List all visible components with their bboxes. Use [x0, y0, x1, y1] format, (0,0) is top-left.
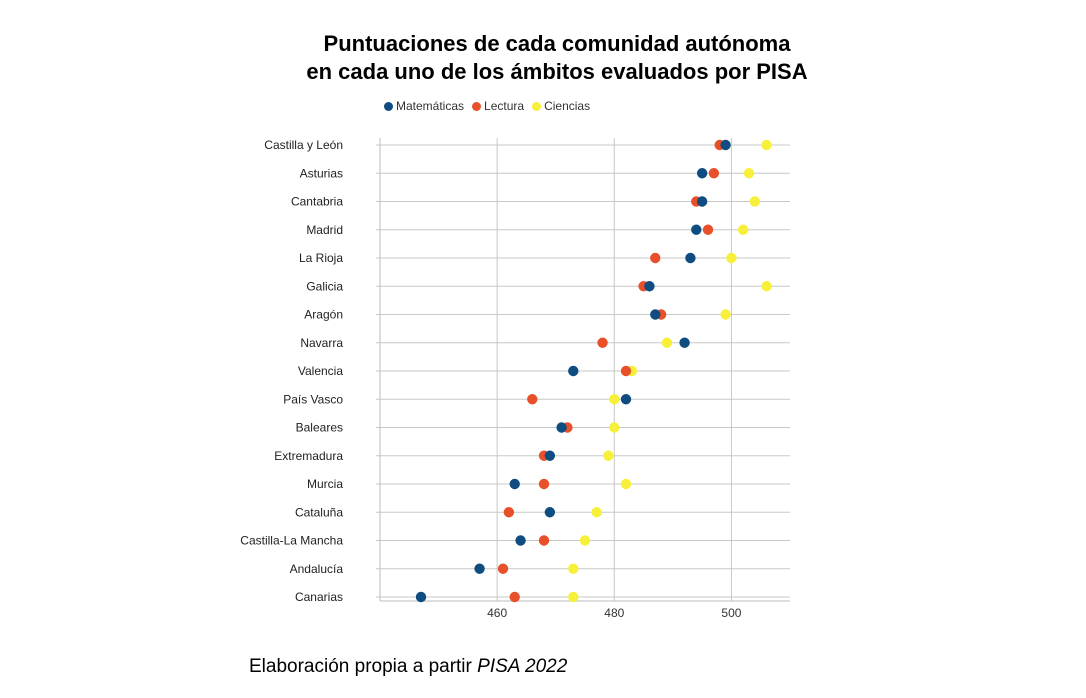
y-tick-label: Castilla y León	[264, 138, 343, 152]
data-point-ciencias	[720, 309, 731, 320]
data-point-ciencias	[568, 563, 579, 574]
data-point-ciencias	[579, 535, 591, 546]
data-point-ciencias	[743, 168, 755, 179]
data-point-ciencias	[761, 281, 772, 292]
data-point-matemáticas	[685, 252, 696, 264]
data-point-matemáticas	[679, 337, 690, 348]
data-point-matemáticas	[509, 478, 520, 490]
chart-title-line-1: Puntuaciones de cada comunidad autónoma	[323, 31, 791, 56]
data-point-matemáticas	[515, 535, 526, 546]
legend-marker	[532, 101, 542, 111]
y-tick-label: Canarias	[295, 590, 343, 604]
legend-label: Ciencias	[544, 99, 591, 113]
y-tick-label: Murcia	[307, 477, 343, 491]
y-tick-label: Castilla-La Mancha	[240, 534, 343, 548]
data-point-lectura	[702, 224, 714, 235]
data-point-lectura	[650, 252, 661, 264]
data-point-lectura	[708, 168, 720, 179]
legend-label: Matemáticas	[396, 99, 465, 113]
data-point-lectura	[497, 563, 509, 574]
data-point-matemáticas	[556, 422, 567, 433]
y-tick-label: Cataluña	[295, 505, 343, 519]
data-point-ciencias	[761, 139, 772, 151]
data-point-matemáticas	[696, 168, 708, 179]
y-tick-label: Baleares	[296, 421, 343, 435]
data-point-lectura	[620, 365, 632, 377]
data-point-lectura	[509, 591, 520, 603]
y-tick-label: País Vasco	[283, 392, 343, 406]
data-point-matemáticas	[720, 139, 731, 151]
data-point-ciencias	[609, 394, 620, 405]
caption-text: Elaboración propia a partir	[249, 656, 478, 677]
legend: Matemáticas Lectura Ciencias	[384, 99, 590, 113]
y-tick-label: Asturias	[300, 166, 343, 180]
data-point-lectura	[597, 337, 608, 348]
data-point-matemáticas	[696, 196, 708, 207]
legend-label: Lectura	[484, 99, 525, 113]
data-point-lectura	[527, 394, 538, 405]
data-point-matemáticas	[650, 309, 661, 320]
y-tick-label: Galicia	[306, 279, 343, 293]
data-point-matemáticas	[620, 394, 632, 405]
data-point-ciencias	[737, 224, 749, 235]
y-tick-label: Madrid	[306, 223, 343, 237]
legend-item-ciencias: Ciencias	[532, 99, 590, 113]
data-point-ciencias	[591, 507, 602, 518]
legend-item-matematicas: Matemáticas	[384, 99, 464, 113]
data-point-matemáticas	[415, 591, 427, 603]
data-point-matemáticas	[544, 507, 556, 518]
data-point-lectura	[503, 507, 515, 518]
data-point-ciencias	[609, 422, 620, 433]
data-point-ciencias	[568, 591, 579, 603]
legend-marker	[472, 101, 482, 111]
data-point-ciencias	[749, 196, 761, 207]
data-point-lectura	[538, 535, 550, 546]
y-tick-label: Andalucía	[290, 562, 344, 576]
caption: Elaboración propia a partir PISA 2022	[249, 656, 567, 678]
y-tick-label: Extremadura	[274, 449, 343, 463]
data-point-matemáticas	[568, 365, 579, 377]
data-point-matemáticas	[474, 563, 485, 574]
data-point-ciencias	[603, 450, 614, 461]
data-point-matemáticas	[544, 450, 556, 461]
y-tick-label: Valencia	[298, 364, 343, 378]
data-point-ciencias	[620, 478, 632, 490]
chart-title: Puntuaciones de cada comunidad autónoma …	[0, 30, 1086, 86]
chart-title-line-2: en cada uno de los ámbitos evaluados por…	[306, 59, 808, 84]
x-tick-label: 460	[487, 606, 507, 620]
data-point-matemáticas	[691, 224, 702, 235]
y-tick-label: Navarra	[300, 336, 343, 350]
data-point-ciencias	[661, 337, 673, 348]
legend-item-lectura: Lectura	[472, 99, 524, 113]
data-point-ciencias	[726, 252, 737, 264]
data-point-lectura	[538, 478, 550, 490]
legend-marker	[384, 101, 393, 111]
x-tick-label: 500	[721, 606, 741, 620]
y-tick-label: La Rioja	[299, 251, 343, 265]
caption-source: PISA 2022	[477, 656, 568, 677]
y-tick-label: Aragón	[304, 308, 343, 322]
data-point-matemáticas	[644, 281, 655, 292]
y-tick-label: Cantabria	[291, 195, 343, 209]
x-tick-label: 480	[604, 606, 624, 620]
